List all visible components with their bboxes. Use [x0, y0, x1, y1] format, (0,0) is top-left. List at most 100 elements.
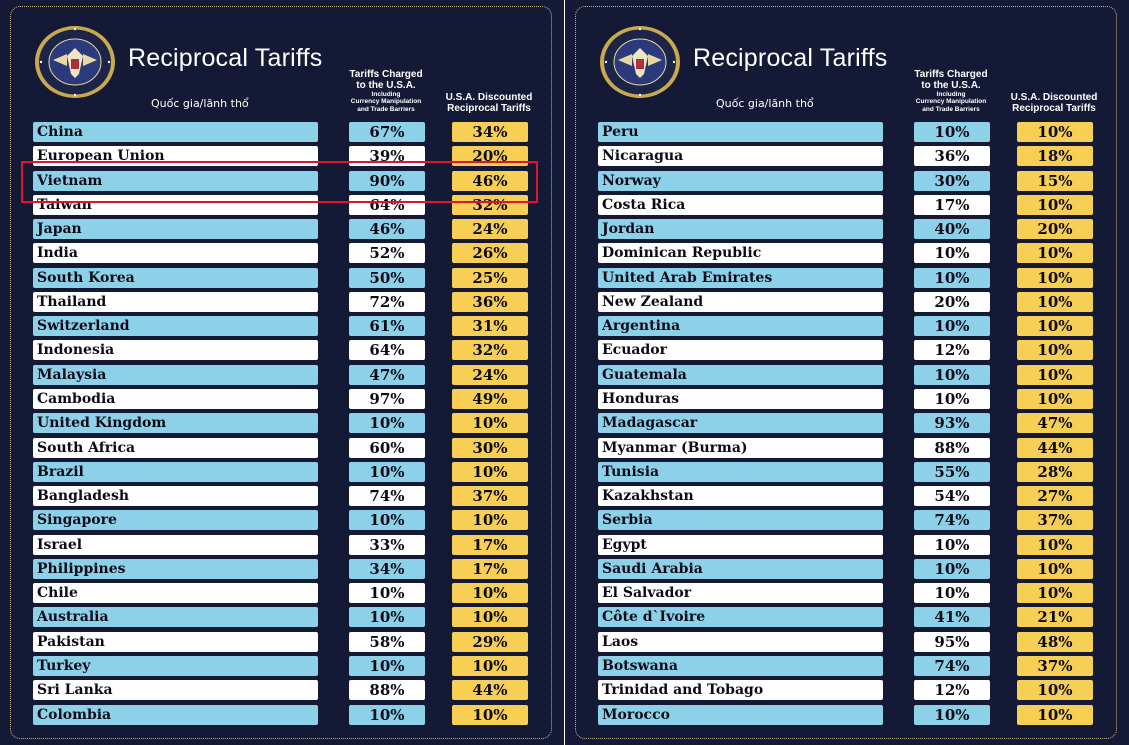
discounted-cell: 34%	[452, 122, 528, 142]
table-row: Kazakhstan 54% 27%	[565, 486, 1129, 506]
discounted-cell: 10%	[452, 656, 528, 676]
table-row: Madagascar 93% 47%	[565, 413, 1129, 433]
country-cell: China	[33, 122, 318, 142]
country-cell: Malaysia	[33, 365, 318, 385]
table-row: Laos 95% 48%	[565, 632, 1129, 652]
country-cell: Bangladesh	[33, 486, 318, 506]
page-title: Reciprocal Tariffs	[128, 44, 322, 73]
country-cell: Myanmar (Burma)	[598, 438, 883, 458]
table-row: Cambodia 97% 49%	[0, 389, 564, 409]
charged-cell: 10%	[349, 462, 425, 482]
discounted-cell: 10%	[1017, 705, 1093, 725]
charged-cell: 72%	[349, 292, 425, 312]
table-row: Taiwan 64% 32%	[0, 195, 564, 215]
discounted-cell: 31%	[452, 316, 528, 336]
table-row: Costa Rica 17% 10%	[565, 195, 1129, 215]
country-cell: European Union	[33, 146, 318, 166]
country-cell: Kazakhstan	[598, 486, 883, 506]
country-cell: Jordan	[598, 219, 883, 239]
country-cell: United Kingdom	[33, 413, 318, 433]
country-column-label: Quốc gia/lãnh thổ	[716, 97, 814, 110]
discounted-cell: 46%	[452, 171, 528, 191]
charged-cell: 10%	[914, 316, 990, 336]
discounted-cell: 24%	[452, 219, 528, 239]
country-cell: Morocco	[598, 705, 883, 725]
discounted-cell: 26%	[452, 243, 528, 263]
country-cell: Cambodia	[33, 389, 318, 409]
discounted-cell: 10%	[1017, 268, 1093, 288]
discounted-cell: 10%	[1017, 680, 1093, 700]
charged-header-note: Including	[901, 91, 1001, 98]
charged-cell: 10%	[914, 122, 990, 142]
table-row: Ecuador 12% 10%	[565, 340, 1129, 360]
charged-cell: 12%	[914, 340, 990, 360]
charged-cell: 10%	[349, 413, 425, 433]
charged-cell: 10%	[914, 583, 990, 603]
charged-header-note: and Trade Barriers	[901, 106, 1001, 113]
discounted-cell: 10%	[1017, 122, 1093, 142]
country-cell: Botswana	[598, 656, 883, 676]
discounted-cell: 10%	[452, 413, 528, 433]
discounted-cell: 29%	[452, 632, 528, 652]
table-row: New Zealand 20% 10%	[565, 292, 1129, 312]
charged-cell: 33%	[349, 535, 425, 555]
country-cell: Sri Lanka	[33, 680, 318, 700]
presidential-seal-icon	[598, 24, 682, 100]
table-row: South Korea 50% 25%	[0, 268, 564, 288]
discounted-cell: 27%	[1017, 486, 1093, 506]
charged-cell: 10%	[349, 656, 425, 676]
country-cell: United Arab Emirates	[598, 268, 883, 288]
charged-cell: 95%	[914, 632, 990, 652]
country-cell: Australia	[33, 607, 318, 627]
country-cell: Indonesia	[33, 340, 318, 360]
discounted-cell: 17%	[452, 559, 528, 579]
table-row: Peru 10% 10%	[565, 122, 1129, 142]
discounted-cell: 48%	[1017, 632, 1093, 652]
table-row: Vietnam 90% 46%	[0, 171, 564, 191]
country-cell: Egypt	[598, 535, 883, 555]
discounted-cell: 20%	[1017, 219, 1093, 239]
table-row: Australia 10% 10%	[0, 607, 564, 627]
discounted-cell: 25%	[452, 268, 528, 288]
charged-cell: 10%	[349, 607, 425, 627]
charged-cell: 55%	[914, 462, 990, 482]
table-row: Tunisia 55% 28%	[565, 462, 1129, 482]
table-row: Jordan 40% 20%	[565, 219, 1129, 239]
table-row: Philippines 34% 17%	[0, 559, 564, 579]
table-row: Israel 33% 17%	[0, 535, 564, 555]
country-cell: Peru	[598, 122, 883, 142]
discount-column-header: U.S.A. Discounted Reciprocal Tariffs	[1001, 93, 1107, 114]
country-cell: Singapore	[33, 510, 318, 530]
charged-cell: 34%	[349, 559, 425, 579]
discounted-cell: 10%	[1017, 583, 1093, 603]
tariff-panel-right: Reciprocal Tariffs Quốc gia/lãnh thổ Tar…	[565, 0, 1129, 745]
country-cell: Tunisia	[598, 462, 883, 482]
charged-cell: 36%	[914, 146, 990, 166]
discounted-cell: 37%	[1017, 510, 1093, 530]
country-cell: Honduras	[598, 389, 883, 409]
discount-header-line: U.S.A. Discounted	[1011, 92, 1098, 103]
country-cell: New Zealand	[598, 292, 883, 312]
country-cell: Dominican Republic	[598, 243, 883, 263]
country-cell: Switzerland	[33, 316, 318, 336]
table-row: Honduras 10% 10%	[565, 389, 1129, 409]
charged-cell: 60%	[349, 438, 425, 458]
country-cell: Nicaragua	[598, 146, 883, 166]
discounted-cell: 49%	[452, 389, 528, 409]
table-row: Japan 46% 24%	[0, 219, 564, 239]
discounted-cell: 15%	[1017, 171, 1093, 191]
table-row: Norway 30% 15%	[565, 171, 1129, 191]
charged-cell: 58%	[349, 632, 425, 652]
table-row: Côte d`Ivoire 41% 21%	[565, 607, 1129, 627]
charged-cell: 40%	[914, 219, 990, 239]
table-row: Argentina 10% 10%	[565, 316, 1129, 336]
charged-column-header: Tariffs Charged to the U.S.A. Including …	[901, 70, 1001, 113]
charged-cell: 46%	[349, 219, 425, 239]
discounted-cell: 44%	[452, 680, 528, 700]
table-row: Myanmar (Burma) 88% 44%	[565, 438, 1129, 458]
charged-cell: 88%	[349, 680, 425, 700]
charged-header-note: Currency Manipulation	[336, 98, 436, 105]
discounted-cell: 10%	[1017, 292, 1093, 312]
table-row: Chile 10% 10%	[0, 583, 564, 603]
country-cell: South Korea	[33, 268, 318, 288]
